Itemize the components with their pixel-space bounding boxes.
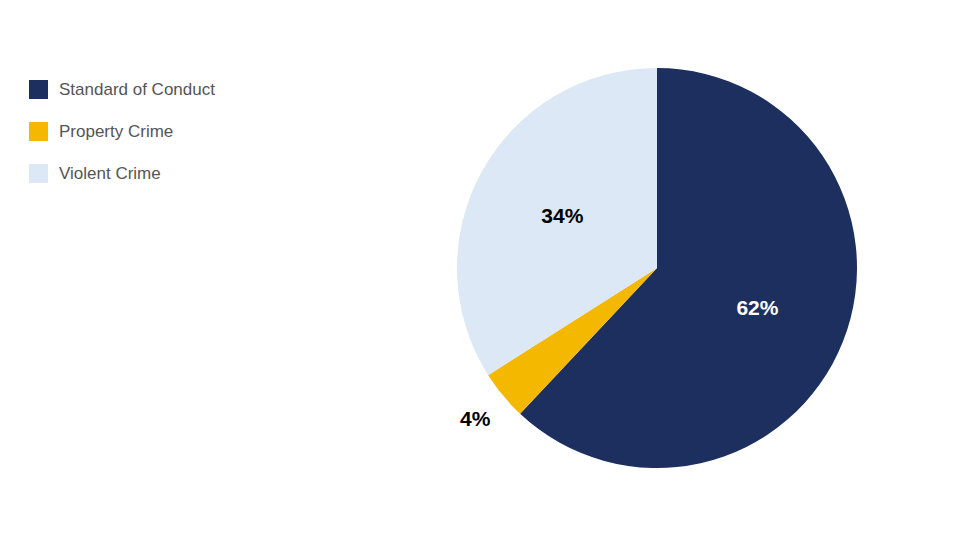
- legend-label: Violent Crime: [59, 164, 161, 183]
- data-label: 34%: [541, 204, 583, 227]
- data-label: 62%: [736, 296, 778, 319]
- data-labels: 62% 4% 34%: [460, 204, 779, 429]
- legend: Standard of Conduct Property Crime Violent…: [29, 80, 215, 183]
- chart-container: 62% 4% 34% Standard of Conduct Property Crim…: [0, 0, 967, 536]
- legend-swatch: [29, 164, 48, 183]
- legend-swatch: [29, 122, 48, 141]
- legend-label: Property Crime: [59, 122, 173, 141]
- legend-label: Standard of Conduct: [59, 80, 215, 99]
- data-label: 4%: [460, 407, 491, 430]
- legend-swatch: [29, 80, 48, 99]
- chart: 62% 4% 34% Standard of Conduct Property Crim…: [0, 0, 967, 536]
- background: [0, 0, 967, 536]
- pie: [457, 68, 857, 468]
- pie-slice: [457, 68, 657, 375]
